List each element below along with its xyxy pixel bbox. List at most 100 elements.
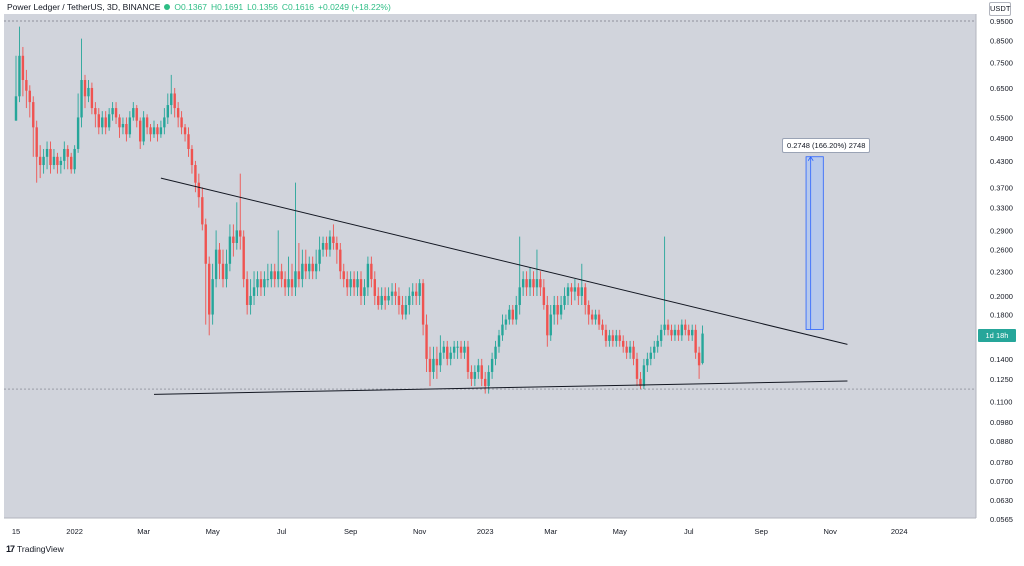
symbol-title[interactable]: Power Ledger / TetherUS, 3D, BINANCE xyxy=(7,2,161,12)
tradingview-logo-text: TradingView xyxy=(17,544,64,554)
candle-down xyxy=(694,329,697,353)
y-tick-label: 0.1800 xyxy=(990,311,1013,320)
candle-down xyxy=(297,271,301,280)
candle-up xyxy=(449,352,452,359)
candle-up xyxy=(553,304,556,315)
candle-up xyxy=(87,87,90,97)
candle-up xyxy=(418,283,421,296)
candle-down xyxy=(597,314,601,325)
high-value: H0.1691 xyxy=(211,2,244,12)
candle-down xyxy=(346,279,349,288)
candle-up xyxy=(80,80,83,118)
y-tick-label: 0.4900 xyxy=(990,134,1013,143)
candle-up xyxy=(294,271,297,288)
y-tick-label: 0.1100 xyxy=(990,397,1012,406)
candle-up xyxy=(18,55,21,97)
candle-up xyxy=(301,263,304,280)
candle-down xyxy=(280,271,283,280)
candle-up xyxy=(566,287,570,296)
candle-up xyxy=(142,117,145,142)
candle-down xyxy=(283,279,287,288)
candle-down xyxy=(446,346,449,359)
candle-up xyxy=(494,346,497,359)
currency-badge[interactable]: USDT xyxy=(989,2,1011,16)
candle-up xyxy=(408,295,411,305)
candle-down xyxy=(687,329,690,336)
candle-up xyxy=(252,287,256,296)
candle-up xyxy=(528,279,532,288)
plot-area xyxy=(4,14,976,518)
candle-up xyxy=(649,352,652,359)
candle-down xyxy=(352,279,356,288)
candle-down xyxy=(180,117,183,128)
candle-down xyxy=(149,127,152,135)
candle-down xyxy=(415,291,418,296)
close-value: C0.1616 xyxy=(281,2,315,12)
candle-down xyxy=(539,279,542,288)
candle-up xyxy=(76,117,80,149)
x-tick-label: Jul xyxy=(277,527,287,536)
candle-up xyxy=(163,117,166,128)
candle-up xyxy=(42,156,45,166)
candle-up xyxy=(249,295,252,305)
candle-down xyxy=(90,87,94,109)
candle-up xyxy=(214,249,218,280)
candle-down xyxy=(377,295,380,305)
candle-down xyxy=(590,314,594,320)
x-tick-label: Sep xyxy=(344,527,357,536)
trendline-lower xyxy=(153,380,848,395)
candle-up xyxy=(390,291,394,296)
candle-down xyxy=(70,156,73,170)
candle-up xyxy=(653,346,656,353)
y-tick-label: 0.3300 xyxy=(990,204,1013,213)
candle-up xyxy=(380,295,383,305)
candle-up xyxy=(159,127,163,135)
y-tick-label: 0.2900 xyxy=(990,226,1013,235)
candle-up xyxy=(642,365,646,387)
x-tick-label: Mar xyxy=(544,527,557,536)
y-tick-label: 0.0630 xyxy=(990,496,1013,505)
candle-down xyxy=(373,279,376,296)
candle-up xyxy=(559,304,563,315)
candle-down xyxy=(176,108,180,118)
y-tick-label: 0.0700 xyxy=(990,477,1013,486)
change-value: +0.0249 (+18.22%) xyxy=(318,2,391,12)
candle-down xyxy=(511,309,514,320)
candle-down xyxy=(577,287,580,296)
x-tick-label: May xyxy=(206,527,220,536)
candle-down xyxy=(339,249,342,272)
candle-up xyxy=(277,271,280,280)
y-tick-label: 0.2300 xyxy=(990,267,1013,276)
candle-up xyxy=(521,279,525,288)
candle-up xyxy=(515,304,518,320)
candle-up xyxy=(663,324,666,330)
candle-down xyxy=(204,224,207,264)
tradingview-logo[interactable]: 17 TradingView xyxy=(6,544,64,554)
candle-down xyxy=(197,182,201,198)
candle-up xyxy=(628,346,632,353)
x-tick-label: 15 xyxy=(12,527,20,536)
y-tick-label: 0.0565 xyxy=(990,515,1013,524)
candle-down xyxy=(570,287,573,292)
candle-down xyxy=(370,263,373,280)
candle-down xyxy=(208,263,211,315)
candle-down xyxy=(21,55,25,81)
candle-down xyxy=(239,230,242,237)
candle-down xyxy=(335,242,339,250)
candle-up xyxy=(501,324,504,336)
candle-down xyxy=(604,329,608,341)
candle-up xyxy=(256,279,259,288)
candle-up xyxy=(691,329,694,336)
candle-down xyxy=(201,197,204,225)
candle-down xyxy=(428,358,432,372)
candle-down xyxy=(38,156,42,166)
candle-up xyxy=(659,329,663,341)
candle-down xyxy=(532,279,535,288)
candle-up xyxy=(646,358,649,366)
y-tick-label: 0.4300 xyxy=(990,157,1013,166)
candle-down xyxy=(359,279,363,296)
candle-up xyxy=(228,236,232,264)
candle-down xyxy=(625,346,628,353)
